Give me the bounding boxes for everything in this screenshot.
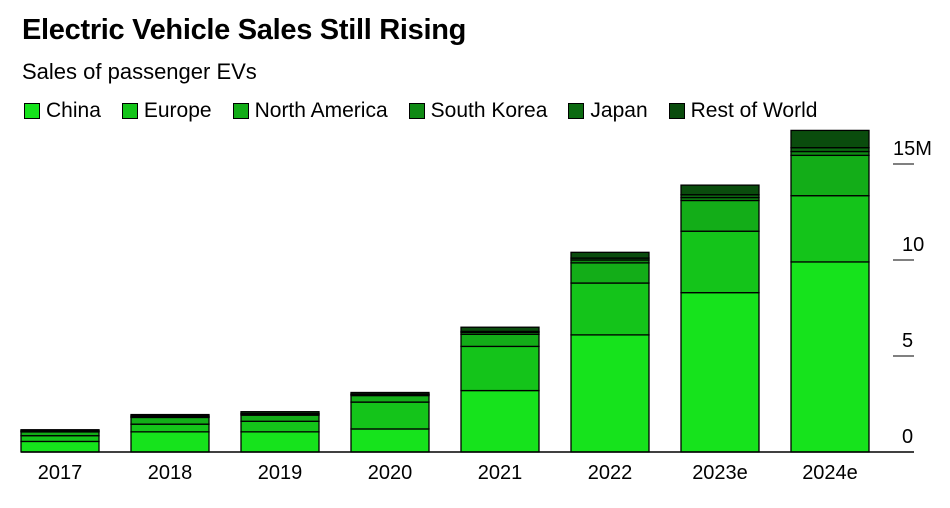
bar-china-2022 [570,334,650,453]
bar-europe-2021 [460,345,540,392]
legend-label-north-america: North America [254,99,388,122]
x-tick-label-2021: 2021 [478,462,523,484]
x-tick-label-2019: 2019 [258,462,303,484]
bar-china-2019 [240,431,320,453]
y-tick-label-15: 15M [893,138,932,160]
bar-europe-2023e [680,230,760,294]
legend-label-china: China [46,99,101,122]
bar-europe-2020 [350,401,430,430]
legend-item-north-america: North America [232,99,388,123]
x-tick-label-2023e: 2023e [692,462,748,484]
legend-item-rest-of-world: Rest of World [668,99,818,123]
legend-swatch-rest-of-world [668,103,685,119]
bar-china-2017 [20,440,100,453]
x-tick-label-2018: 2018 [148,462,193,484]
bar-europe-2017 [20,435,100,443]
bar-china-2021 [460,389,540,453]
bar-europe-2019 [240,420,320,433]
bar-north-america-2024e [790,154,870,197]
legend-swatch-europe [121,103,138,119]
bar-rest-of-world-2023e [680,184,760,196]
legend-label-japan: Japan [590,99,648,122]
bar-china-2018 [130,431,210,453]
y-tick-label-5: 5 [902,330,913,352]
legend-item-china: China [24,99,101,123]
legend-swatch-south-korea [408,103,425,119]
x-tick-label-2020: 2020 [368,462,413,484]
legend-label-south-korea: South Korea [430,99,548,122]
bar-china-2023e [680,291,760,453]
legend-label-europe: Europe [143,99,212,122]
bar-europe-2022 [570,282,650,336]
bar-north-america-2023e [680,199,760,232]
legend-swatch-china [24,103,40,119]
bar-rest-of-world-2021 [460,326,540,333]
x-tick-label-2024e: 2024e [802,462,858,484]
legend-swatch-north-america [232,103,249,119]
bar-north-america-2021 [460,333,540,348]
bar-rest-of-world-2019 [240,411,320,415]
bar-north-america-2019 [240,414,320,422]
chart-title: Electric Vehicle Sales Still Rising [22,14,467,46]
bar-europe-2024e [790,195,870,263]
chart-subtitle: Sales of passenger EVs [22,59,257,84]
y-tick-label-10: 10 [902,234,924,256]
bar-north-america-2018 [130,416,210,425]
bar-north-america-2020 [350,394,430,403]
x-tick-label-2017: 2017 [38,462,83,484]
y-tick-label-0: 0 [902,426,913,448]
legend-label-rest-of-world: Rest of World [690,99,818,122]
x-tick-label-2022: 2022 [588,462,633,484]
bar-stacks [20,129,870,453]
bar-rest-of-world-2022 [570,251,650,259]
y-axis: 0 5 10 15M [893,138,932,448]
legend-swatch-japan [568,103,585,119]
bar-china-2024e [790,261,870,453]
bar-china-2020 [350,428,430,453]
legend-item-europe: Europe [121,99,212,123]
bar-rest-of-world-2017 [20,429,100,432]
bar-rest-of-world-2020 [350,391,430,395]
bar-rest-of-world-2018 [130,413,210,417]
bar-rest-of-world-2024e [790,129,870,149]
x-axis: 2017 2018 2019 2020 2021 2022 2023e 2024e [21,451,914,484]
legend-item-japan: Japan [568,99,648,123]
bar-north-america-2022 [570,262,650,284]
legend-item-south-korea: South Korea [408,99,548,123]
bar-europe-2018 [130,423,210,433]
legend: China Europe North America South Korea J… [24,99,817,123]
